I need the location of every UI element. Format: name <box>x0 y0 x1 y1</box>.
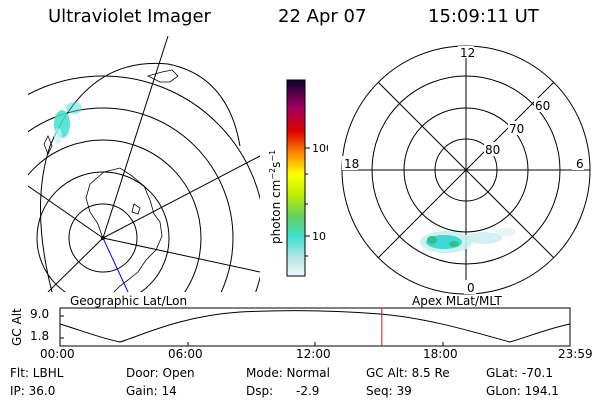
lon-line <box>102 36 169 239</box>
glat-info: GLat: -70.1 <box>486 366 553 380</box>
filter-info: Flt: LBHL <box>10 366 64 380</box>
colorbar-tick-10: 10 <box>312 230 326 243</box>
coastline <box>85 183 103 237</box>
time-label: 15:09:11 UT <box>428 6 539 27</box>
date-label: 22 Apr 07 <box>278 6 367 27</box>
color-scale-bar: 100 10 photon cm−2s−1 <box>268 79 328 277</box>
coastline <box>43 135 53 155</box>
ylabel-gc-alt: GC Alt <box>10 308 24 346</box>
xtick-label: 23:59 <box>558 347 593 361</box>
dsp-value: -2.9 <box>296 384 320 398</box>
coastline <box>89 167 163 292</box>
xtick-label: 06:00 <box>168 347 203 361</box>
lat-circle <box>28 75 260 292</box>
satellite-track <box>102 237 129 292</box>
colorbar-unit-label: photon cm−2s−1 <box>268 150 283 244</box>
mlt-label-12: 12 <box>460 46 475 60</box>
mlt-line <box>377 81 555 259</box>
apex-panel-label: Apex MLat/MLT <box>412 294 502 308</box>
mlat-label-80: 80 <box>485 143 500 157</box>
ytick-bottom: 1.8 <box>30 329 49 343</box>
mlat-label-60: 60 <box>535 99 550 113</box>
aurora-emission-polar <box>420 228 516 253</box>
mode-info: Mode: Normal <box>246 366 330 380</box>
altitude-timeline: GC Alt 9.0 1.8 00:00 06:00 12:00 18:00 2… <box>10 307 593 361</box>
earth-limb <box>39 62 241 292</box>
gc-alt-info: GC Alt: 8.5 Re <box>366 366 450 380</box>
lat-circle <box>68 203 138 273</box>
xtick-label: 12:00 <box>296 347 331 361</box>
glon-info: GLon: 194.1 <box>486 384 559 398</box>
geographic-map <box>28 36 260 292</box>
lon-line <box>102 237 260 273</box>
ytick-top: 9.0 <box>30 307 49 321</box>
mlt-label-0: 0 <box>467 281 475 295</box>
xtick-label: 00:00 <box>40 347 75 361</box>
polar-mlat-mlt-plot: 12 18 6 0 60 70 80 <box>341 45 591 295</box>
lon-line <box>102 155 260 239</box>
coastline <box>131 203 141 215</box>
gain-info: Gain: 14 <box>126 384 177 398</box>
altitude-curve <box>59 310 571 343</box>
altitude-plot-frame <box>59 307 571 347</box>
color-gradient <box>286 79 306 277</box>
lon-line <box>47 237 104 292</box>
seq-info: Seq: 39 <box>366 384 412 398</box>
xtick-label: 18:00 <box>423 347 458 361</box>
instrument-title: Ultraviolet Imager <box>48 6 211 27</box>
aurora-emission-geo <box>54 102 82 144</box>
mlt-label-18: 18 <box>344 157 359 171</box>
dsp-label: Dsp: <box>246 384 274 398</box>
lat-circle <box>36 171 170 292</box>
coastline <box>146 69 179 83</box>
lat-circle <box>28 107 234 292</box>
colorbar-tick-100: 100 <box>312 142 328 155</box>
ip-info: IP: 36.0 <box>10 384 56 398</box>
lon-line <box>28 185 104 239</box>
mlt-label-6: 6 <box>576 157 584 171</box>
door-info: Door: Open <box>126 366 195 380</box>
lat-circle <box>28 139 202 292</box>
geographic-panel-label: Geographic Lat/Lon <box>70 294 188 308</box>
mlat-label-70: 70 <box>509 122 524 136</box>
